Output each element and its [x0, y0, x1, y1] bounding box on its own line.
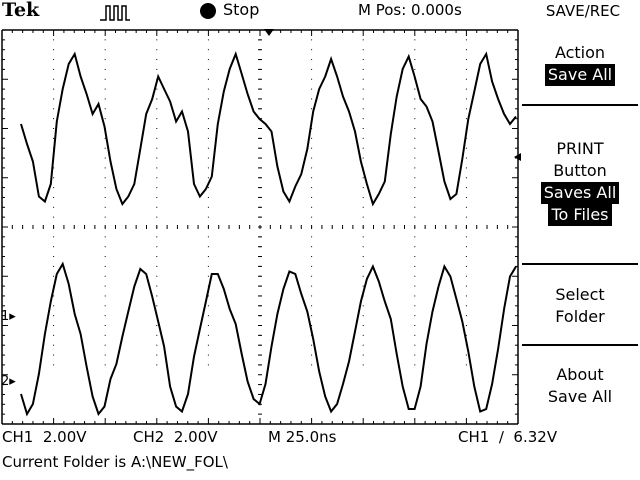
menu-divider [522, 104, 638, 106]
action-label: Action [554, 43, 606, 62]
menu-divider [522, 263, 638, 265]
ch2-scale-readout: CH2 2.00V [133, 428, 218, 446]
current-folder-status: Current Folder is A:\NEW_FOL\ [2, 453, 228, 471]
brand-logo: Tek [2, 0, 40, 21]
print-button-option[interactable]: PRINT Button Saves All To Files [522, 138, 638, 226]
action-value: Save All [544, 64, 616, 86]
ch1-marker: 1▸ [1, 309, 16, 324]
run-state: Stop [223, 0, 260, 19]
about-line1: About [556, 365, 604, 384]
trigger-readout: CH1 ∕ 6.32V [458, 428, 558, 446]
ch1-marker-label: 1 [1, 309, 10, 324]
waveform-display [1, 29, 521, 425]
about-line2: Save All [547, 387, 613, 406]
horizontal-position: M Pos: 0.000s [358, 1, 462, 19]
ch1-trace [20, 50, 517, 207]
select-folder-line2: Folder [555, 307, 605, 326]
print-value-line2: To Files [548, 204, 612, 226]
about-save-all-option[interactable]: About Save All [522, 364, 638, 408]
timebase-readout: M 25.0ns [268, 428, 337, 446]
print-label-line2: Button [553, 161, 607, 180]
action-option[interactable]: Action Save All [522, 42, 638, 86]
ch1-scale-readout: CH1 2.00V [2, 428, 87, 446]
ch2-marker: 2▸ [1, 374, 16, 389]
menu-divider [522, 344, 638, 346]
select-folder-line1: Select [555, 285, 605, 304]
ch2-marker-label: 2 [1, 374, 10, 389]
print-value-line1: Saves All [540, 182, 620, 204]
arrow-right-icon: ▸ [9, 309, 16, 324]
menu-title: SAVE/REC [545, 2, 621, 20]
ch2-trace [20, 261, 517, 417]
graticule [1, 29, 519, 425]
print-label-line1: PRINT [556, 139, 604, 158]
acquire-icon [100, 4, 130, 26]
trigger-level-marker [514, 153, 521, 161]
trigger-position-marker [264, 29, 274, 36]
run-state-icon [200, 3, 216, 19]
arrow-right-icon: ▸ [9, 374, 16, 389]
select-folder-option[interactable]: Select Folder [522, 284, 638, 328]
